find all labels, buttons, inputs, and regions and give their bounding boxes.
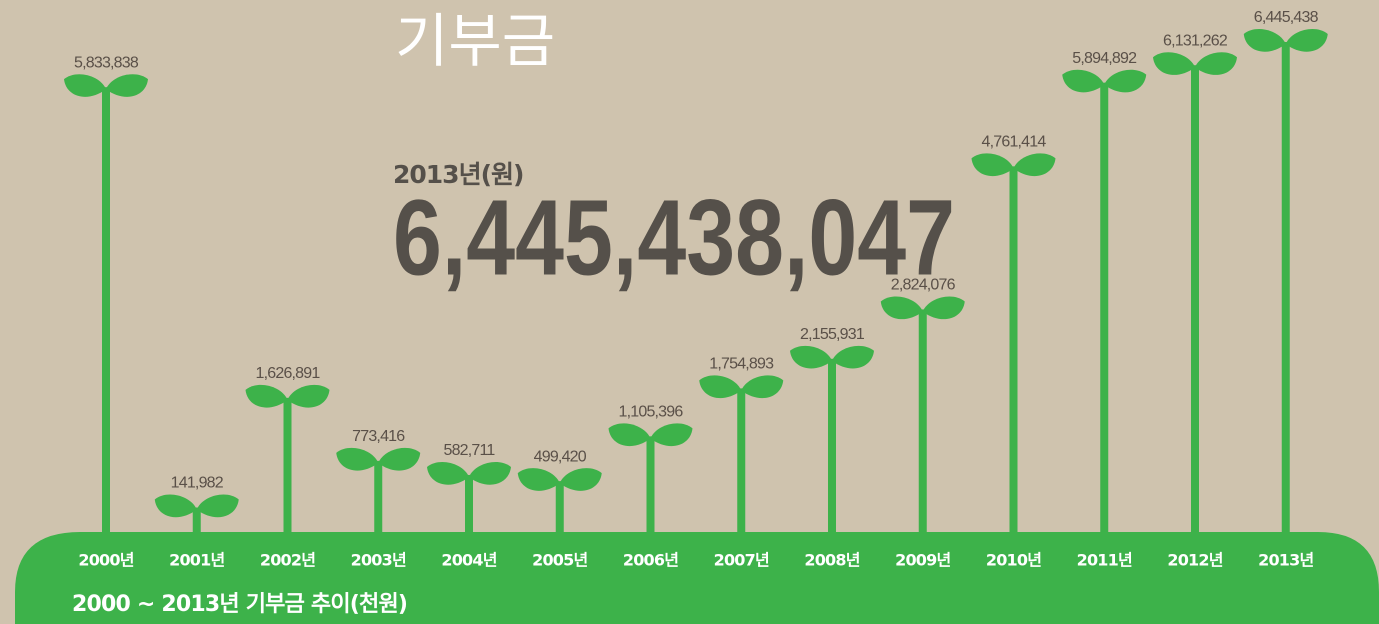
leaf (106, 74, 148, 97)
x-tick-label: 2011년 (1077, 551, 1132, 570)
leaf (1195, 52, 1237, 75)
value-label: 1,626,891 (256, 365, 321, 382)
value-label: 5,894,892 (1072, 50, 1137, 67)
leaf (469, 462, 511, 485)
leaf (517, 468, 560, 491)
leaf (559, 468, 602, 491)
x-tick-label: 2009년 (895, 551, 950, 570)
bar (465, 474, 473, 545)
x-tick-label: 2010년 (986, 551, 1041, 570)
bar (737, 388, 746, 545)
leaf (650, 423, 693, 447)
leaf (922, 296, 965, 320)
x-tick-label: 2008년 (804, 551, 859, 570)
x-tick-label: 2005년 (532, 551, 587, 570)
leaf (287, 384, 330, 408)
leaf (1285, 29, 1328, 52)
leaf (427, 462, 469, 485)
value-label: 2,155,931 (800, 326, 865, 343)
x-tick-label: 2012년 (1167, 551, 1222, 570)
x-tick-label: 2000년 (78, 551, 133, 570)
leaf (64, 74, 106, 97)
bar (918, 309, 927, 545)
leaf (608, 423, 651, 447)
value-label: 1,105,396 (619, 404, 684, 421)
leaf (378, 447, 421, 471)
bar (374, 460, 383, 545)
value-label: 6,445,438 (1254, 9, 1319, 26)
x-tick-label: 2006년 (623, 551, 678, 570)
bar (283, 397, 292, 545)
bar (555, 481, 564, 545)
leaf (245, 384, 288, 408)
total-value: 6,445,438,047 (393, 177, 955, 298)
value-label: 499,420 (534, 448, 587, 465)
x-tick-label: 2003년 (351, 551, 406, 570)
plot: 5,833,838 141,982 1,626,891 773,416 582,711 4… (64, 9, 1328, 545)
labels: 2000년 2001년 2002년 2003년 2004년 2005년 2006년 2007년… (78, 551, 1314, 570)
bar (192, 507, 201, 545)
leaf (154, 494, 197, 518)
bar (1100, 82, 1109, 545)
x-tick-label: 2007년 (714, 551, 769, 570)
bar (828, 358, 836, 545)
value-label: 582,711 (443, 442, 495, 459)
value-label: 141,982 (171, 475, 224, 492)
leaf (1243, 29, 1286, 52)
bar (1191, 65, 1199, 545)
value-label: 6,131,262 (1163, 32, 1228, 49)
leaf (790, 345, 832, 369)
value-label: 5,833,838 (74, 54, 139, 71)
bar (1009, 166, 1018, 545)
x-axis-label: 2000 ~ 2013년 기부금 추이(천원) (72, 592, 407, 617)
chart-title: 기부금 (395, 7, 555, 75)
leaf (1104, 69, 1147, 93)
subtitle: 2013년(원) (393, 160, 523, 189)
x-tick-label: 2001년 (169, 551, 224, 570)
leaf (741, 375, 784, 399)
value-label: 1,754,893 (709, 356, 774, 373)
leaf (1062, 69, 1105, 93)
leaf (336, 447, 379, 471)
leaf (880, 296, 923, 320)
leaf (196, 494, 239, 518)
bar (646, 436, 655, 545)
x-tick-label: 2002년 (260, 551, 315, 570)
ground-band (15, 532, 1379, 624)
value-label: 2,824,076 (891, 277, 956, 294)
bar (1281, 42, 1290, 545)
leaf (1013, 153, 1056, 177)
leaf (971, 153, 1014, 177)
x-tick-label: 2004년 (441, 551, 496, 570)
leaf (832, 345, 874, 369)
value-label: 4,761,414 (982, 134, 1047, 151)
bar (102, 87, 110, 545)
x-tick-label: 2013년 (1258, 551, 1313, 570)
value-label: 773,416 (352, 428, 405, 445)
leaf (699, 375, 742, 399)
leaf (1153, 52, 1195, 75)
